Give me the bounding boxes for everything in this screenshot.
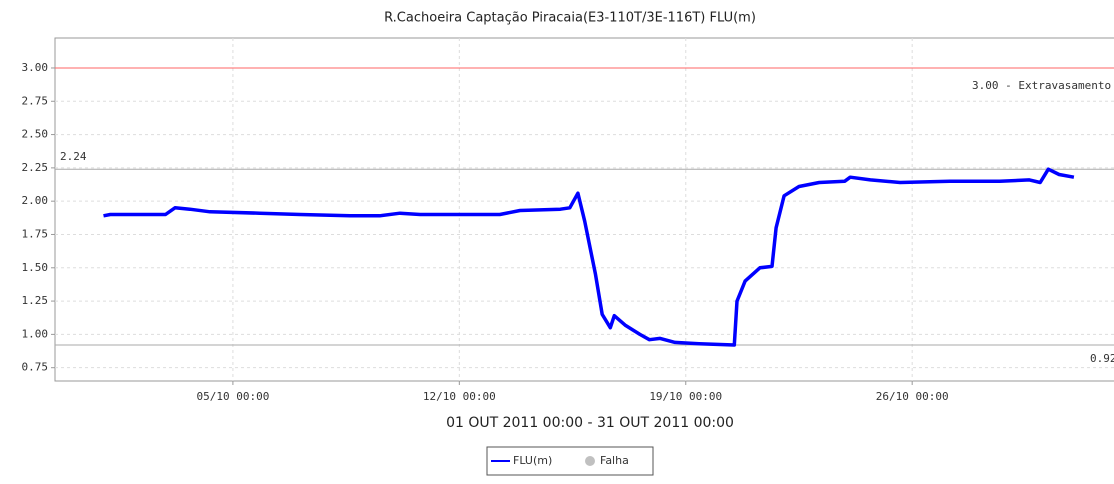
legend-label: Falha	[600, 454, 629, 467]
x-tick-label: 26/10 00:00	[876, 390, 949, 403]
y-tick-label: 1.75	[22, 227, 49, 240]
y-tick-label: 1.25	[22, 294, 49, 307]
x-tick-label: 12/10 00:00	[423, 390, 496, 403]
x-tick-label: 05/10 00:00	[196, 390, 269, 403]
legend-box	[486, 446, 654, 476]
data-line	[103, 167, 1075, 347]
y-tick-label: 0.75	[22, 361, 49, 374]
y-tick-label: 2.25	[22, 161, 49, 174]
legend-label: FLU(m)	[513, 454, 552, 467]
y-tick-label: 2.50	[22, 128, 49, 141]
reference-label: 0.92	[1090, 352, 1114, 365]
reference-label: 2.24	[60, 150, 87, 163]
y-tick-label: 2.75	[22, 94, 49, 107]
reference-label: 3.00 - Extravasamento	[972, 79, 1111, 92]
x-tick-label: 19/10 00:00	[649, 390, 722, 403]
y-tick-label: 1.50	[22, 261, 49, 274]
legend-swatch	[585, 456, 595, 466]
x-axis-label: 01 OUT 2011 00:00 - 31 OUT 2011 00:00	[446, 415, 734, 431]
chart-title: R.Cachoeira Captação Piracaia(E3-110T/3E…	[384, 11, 756, 26]
y-tick-label: 3.00	[22, 61, 49, 74]
y-tick-label: 1.00	[22, 327, 49, 340]
y-tick-label: 2.00	[22, 194, 49, 207]
plot-area	[54, 37, 1114, 382]
